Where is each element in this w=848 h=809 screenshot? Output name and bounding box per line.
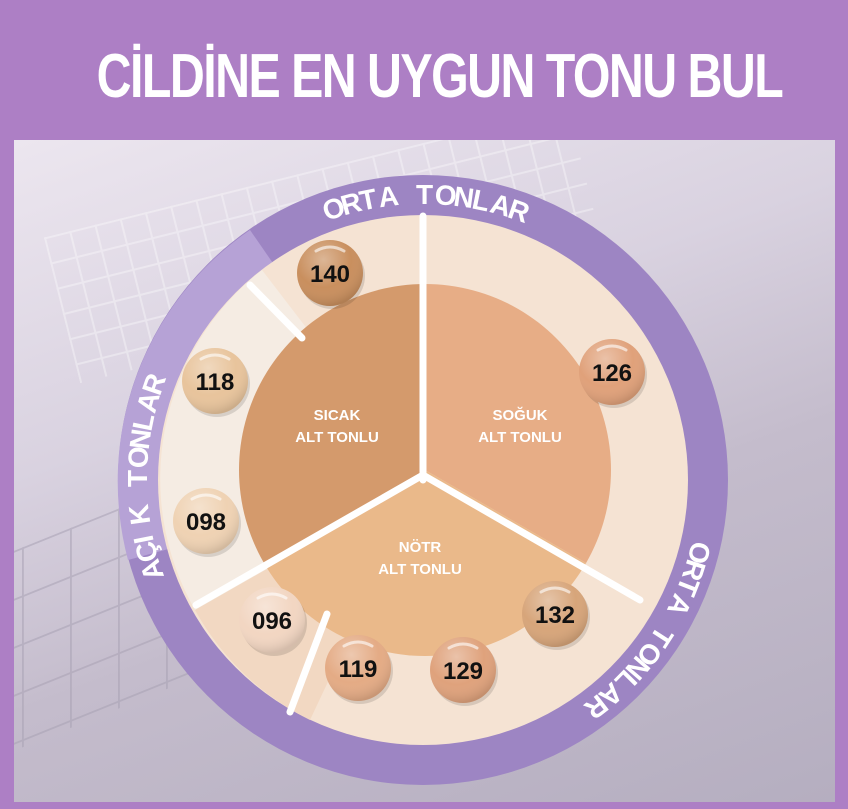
swatch-highlight (342, 640, 374, 648)
segment-warm-name: SICAK (314, 407, 361, 424)
shade-swatch-096[interactable]: 096 (239, 587, 307, 656)
segment-cool-subtitle: ALT TONLU (478, 429, 562, 446)
swatch-highlight (256, 592, 288, 600)
swatch-highlight (314, 245, 346, 253)
swatch-gloss (579, 339, 645, 405)
swatch-highlight (447, 642, 479, 650)
segment-warm (239, 284, 425, 563)
shade-swatch-119[interactable]: 119 (325, 635, 393, 704)
shade-code: 096 (252, 608, 292, 635)
segment-warm-subtitle: ALT TONLU (295, 429, 379, 446)
swatch-gloss (430, 637, 496, 703)
page-title: CİLDİNE EN UYGUN TONU BUL (96, 42, 784, 111)
shade-swatch-140[interactable]: 140 (297, 240, 365, 309)
swatch-gloss (173, 488, 239, 554)
swatch-highlight (539, 586, 571, 594)
shade-code: 140 (310, 261, 350, 288)
segment-neutral-name: NÖTR (399, 539, 442, 556)
swatch-gloss (182, 348, 248, 414)
swatch-highlight (190, 493, 222, 501)
dividers (192, 212, 644, 716)
title-bar: CİLDİNE EN UYGUN TONU BUL (0, 42, 848, 112)
shade-code: 126 (592, 360, 632, 387)
swatch-gloss (297, 240, 363, 306)
shade-swatch-118[interactable]: 118 (182, 348, 250, 417)
swatch-gloss (522, 581, 588, 647)
shade-code: 098 (186, 509, 226, 536)
shade-code: 129 (443, 658, 483, 685)
shade-swatch-098[interactable]: 098 (173, 488, 241, 557)
shade-code: 119 (339, 656, 378, 683)
segment-cool (425, 284, 611, 563)
swatch-gloss (325, 635, 391, 701)
shade-swatch-126[interactable]: 126 (579, 339, 647, 408)
swatch-highlight (596, 344, 628, 352)
shade-swatch-129[interactable]: 129 (430, 637, 498, 706)
swatch-gloss (239, 587, 305, 653)
segment-cool-name: SOĞUK (492, 406, 547, 424)
swatch-highlight (199, 353, 231, 361)
segment-neutral-subtitle: ALT TONLU (378, 561, 462, 578)
shade-code: 118 (196, 369, 235, 396)
shade-swatch-132[interactable]: 132 (522, 581, 590, 650)
shade-code: 132 (535, 602, 575, 629)
